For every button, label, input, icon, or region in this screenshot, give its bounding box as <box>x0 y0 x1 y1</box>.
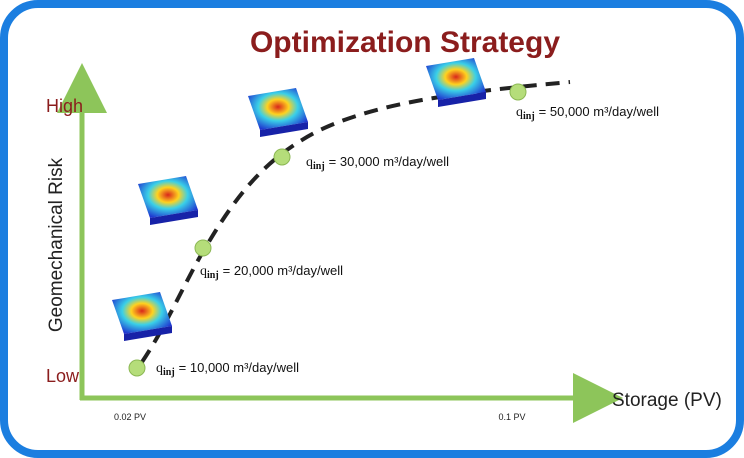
label-subscript: inj <box>207 270 219 281</box>
label-symbol: q <box>516 105 523 120</box>
point-marker <box>273 148 291 166</box>
heatmap-base <box>438 92 486 107</box>
heatmap-base <box>124 326 172 341</box>
label-text: = 20,000 m³/day/well <box>223 263 343 278</box>
point-label: qinj = 20,000 m³/day/well <box>200 263 343 281</box>
label-text: = 50,000 m³/day/well <box>539 104 659 119</box>
y-axis-label: Geomechanical Risk <box>46 157 67 332</box>
label-subscript: inj <box>163 367 175 378</box>
thumbnails <box>112 58 486 341</box>
label-symbol: q <box>156 361 163 376</box>
label-subscript: inj <box>523 111 535 122</box>
y-high: High <box>46 96 83 116</box>
x-tick-label: 0.1 PV <box>498 412 525 422</box>
label-subscript: inj <box>313 161 325 172</box>
trend-curve <box>140 80 571 364</box>
point-label: qinj = 10,000 m³/day/well <box>156 360 299 378</box>
heatmap-thumbnail <box>112 292 172 334</box>
point-label: qinj = 50,000 m³/day/well <box>516 104 659 122</box>
heatmap-base <box>260 122 308 137</box>
point-marker <box>194 239 212 257</box>
y-low: Low <box>46 366 80 386</box>
point-marker <box>128 359 146 377</box>
x-axis-label: Storage (PV) <box>612 390 722 411</box>
heatmap-thumbnail <box>138 176 198 218</box>
heatmap-thumbnail <box>248 88 308 130</box>
heatmap-base <box>150 210 198 225</box>
label-text: = 10,000 m³/day/well <box>179 360 299 375</box>
label-symbol: q <box>306 155 313 170</box>
label-symbol: q <box>200 264 207 279</box>
title: Optimization Strategy <box>250 26 560 59</box>
label-text: = 30,000 m³/day/well <box>329 154 449 169</box>
x-tick-label: 0.02 PV <box>114 412 146 422</box>
heatmap-thumbnail <box>426 58 486 100</box>
point-marker <box>509 83 527 101</box>
point-label: qinj = 30,000 m³/day/well <box>306 154 449 172</box>
